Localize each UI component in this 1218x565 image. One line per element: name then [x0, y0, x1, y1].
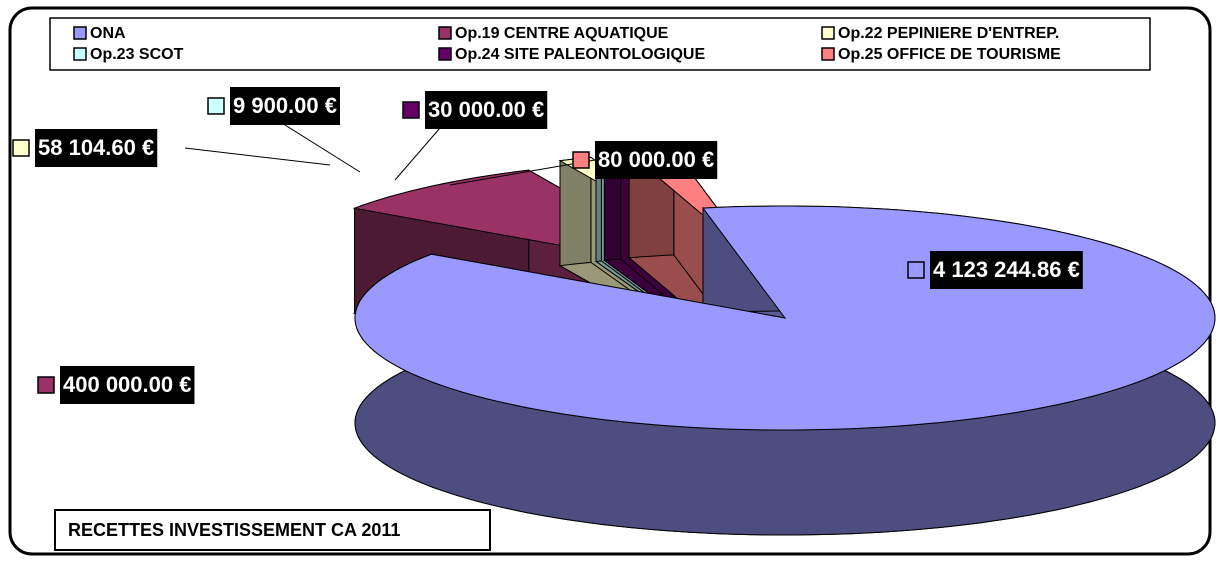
- chart-title: RECETTES INVESTISSEMENT CA 2011: [68, 520, 400, 540]
- leader-line: [394, 127, 441, 181]
- label-swatch: [572, 151, 590, 169]
- label-swatch: [907, 261, 925, 279]
- title-box: [54, 509, 491, 551]
- value-label: 9 900.00 €: [233, 93, 337, 118]
- legend-label: Op.24 SITE PALEONTOLOGIQUE: [455, 46, 705, 63]
- legend-swatch: [438, 26, 452, 40]
- leader-line: [449, 159, 596, 186]
- label-bg: [595, 141, 718, 179]
- legend-label: ONA: [90, 25, 126, 42]
- label-swatch: [207, 97, 225, 115]
- label-bg: [60, 366, 195, 404]
- legend-label: Op.19 CENTRE AQUATIQUE: [455, 25, 669, 42]
- value-label: 58 104.60 €: [38, 135, 154, 160]
- legend-label: Op.23 SCOT: [90, 46, 184, 63]
- plot: [352, 148, 1216, 536]
- label-bg: [230, 87, 340, 125]
- label-swatch: [37, 376, 55, 394]
- legend-swatch: [821, 26, 835, 40]
- value-label: 80 000.00 €: [598, 147, 714, 172]
- legend-swatch: [438, 47, 452, 61]
- label-swatch: [402, 101, 420, 119]
- legend-swatch: [73, 47, 87, 61]
- leader-line: [284, 124, 361, 173]
- label-bg: [425, 91, 548, 129]
- legend-label: Op.22 PEPINIERE D'ENTREP.: [838, 25, 1059, 42]
- leader-line: [184, 147, 331, 166]
- legend-swatch: [821, 47, 835, 61]
- legend-swatch: [73, 26, 87, 40]
- label-bg: [930, 251, 1083, 289]
- value-label: 30 000.00 €: [428, 97, 544, 122]
- label-swatch: [12, 139, 30, 157]
- value-label: 400 000.00 €: [63, 372, 191, 397]
- legend-box: [49, 17, 1151, 71]
- value-label: 4 123 244.86 €: [933, 257, 1080, 282]
- label-bg: [35, 129, 158, 167]
- legend-label: Op.25 OFFICE DE TOURISME: [838, 46, 1061, 63]
